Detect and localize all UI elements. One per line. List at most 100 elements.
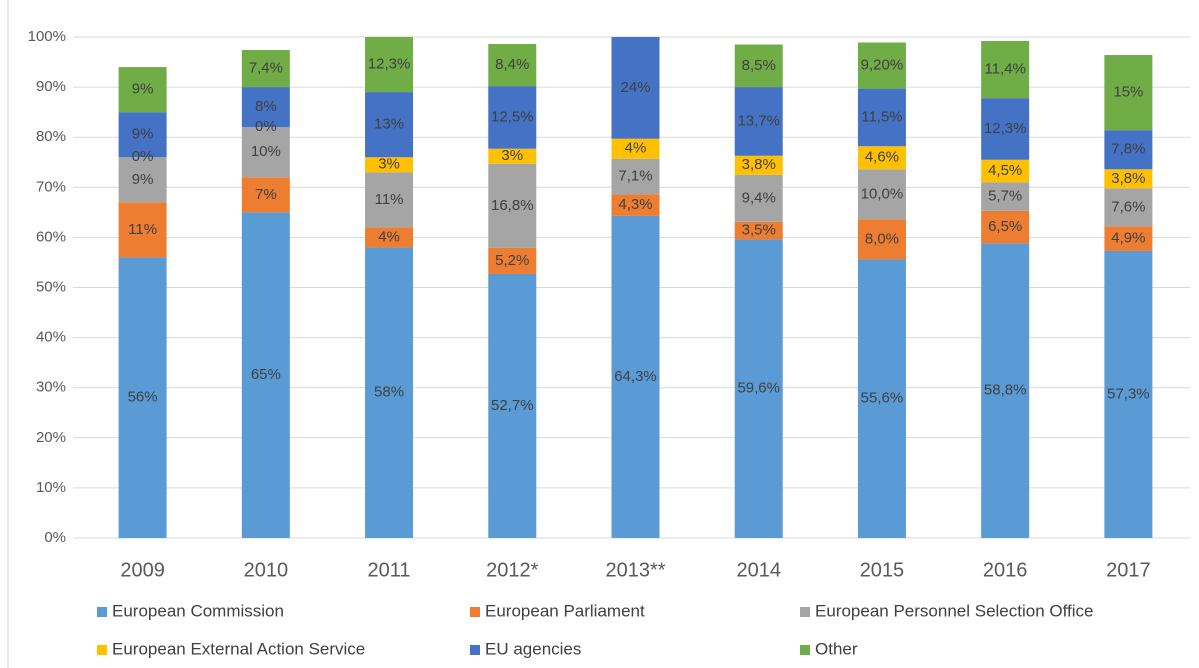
data-label: 0% [132, 148, 154, 165]
plot-area [118, 37, 1153, 539]
bar-segment [734, 87, 783, 156]
bar-segment [857, 146, 906, 170]
data-label: 3,5% [742, 222, 776, 239]
bar-segment [365, 157, 414, 173]
data-label: 0% [255, 118, 277, 135]
bar-segment [241, 177, 290, 213]
data-label: 15% [1113, 84, 1143, 101]
bar-segment [981, 41, 1030, 99]
data-label: 11% [375, 191, 404, 208]
legend-label: European Personnel Selection Office [815, 601, 1093, 620]
data-label: 9% [132, 126, 154, 143]
data-label: 8,4% [495, 56, 529, 73]
data-label: 55,6% [861, 390, 904, 407]
data-label: 6,5% [988, 218, 1022, 235]
y-tick-label: 60% [36, 228, 66, 245]
bar-segment [241, 50, 290, 88]
bar-segment [241, 212, 290, 538]
data-label: 3,8% [742, 156, 776, 173]
bar-segment [1104, 250, 1153, 538]
bar-segment [488, 44, 537, 87]
bar-segment [488, 273, 537, 538]
bar-segment [734, 174, 783, 222]
legend-swatch [97, 607, 107, 617]
legend-label: Other [815, 639, 858, 658]
legend-label: European External Action Service [112, 639, 365, 658]
bar-segment [1104, 130, 1153, 170]
data-label: 9% [132, 171, 154, 188]
bar-segment [611, 194, 660, 216]
bar-segment [365, 172, 414, 228]
data-label: 10,0% [861, 185, 904, 202]
y-tick-label: 10% [36, 479, 66, 496]
data-label: 58,8% [984, 382, 1027, 399]
data-label: 11,5% [861, 108, 902, 125]
data-label: 4,5% [988, 162, 1022, 179]
x-tick-label: 2017 [1106, 559, 1151, 581]
bar-segment [241, 87, 290, 128]
bar-segment [981, 182, 1030, 211]
data-label: 16,8% [491, 197, 534, 214]
bar-segment [611, 37, 660, 139]
bar-segment [981, 210, 1030, 244]
legend-label: European Commission [112, 601, 284, 620]
y-tick-label: 40% [36, 329, 66, 346]
bar-segment [857, 169, 906, 220]
data-label: 12,3% [984, 120, 1027, 137]
data-label: 59,6% [737, 380, 780, 397]
data-label: 57,3% [1107, 385, 1150, 402]
data-label: 9% [132, 81, 154, 98]
x-tick-label: 2015 [860, 559, 905, 581]
y-tick-label: 20% [36, 429, 66, 446]
legend-swatch [470, 645, 480, 655]
data-label: 4,3% [618, 196, 652, 213]
legend-swatch [97, 645, 107, 655]
x-tick-label: 2016 [983, 559, 1028, 581]
legend-label: EU agencies [485, 639, 581, 658]
legend-swatch [800, 607, 810, 617]
y-tick-label: 30% [36, 379, 66, 396]
bar-segment [734, 239, 783, 539]
data-label: 7,1% [618, 167, 652, 184]
y-tick-label: 80% [36, 128, 66, 145]
legend-label: European Parliament [485, 601, 645, 620]
y-tick-label: 0% [44, 529, 66, 546]
bar-segment [365, 92, 414, 158]
data-label: 64,3% [614, 368, 657, 385]
bar-segment [488, 247, 537, 274]
bar-segment [857, 259, 906, 538]
bar-segment [857, 219, 906, 260]
bar-segment [734, 155, 783, 175]
legend-swatch [800, 645, 810, 655]
bar-segment [365, 227, 414, 248]
data-label: 11,4% [984, 61, 1025, 78]
bar-segment [488, 86, 537, 149]
data-label: 9,20% [861, 57, 904, 74]
bar-segment [365, 37, 414, 93]
bar-segment [1104, 188, 1153, 227]
data-label: 8,0% [865, 230, 899, 247]
bar-segment [611, 215, 660, 538]
data-label: 7,8% [1111, 141, 1145, 158]
bar-segment [365, 247, 414, 539]
data-label: 52,7% [491, 397, 534, 414]
data-label: 3% [501, 147, 523, 164]
data-label: 13,7% [737, 112, 780, 129]
data-label: 5,2% [495, 252, 529, 269]
data-label: 7,6% [1111, 198, 1145, 215]
legend-swatch [470, 607, 480, 617]
data-label: 12,3% [368, 56, 411, 73]
bar-segment [118, 67, 167, 113]
bar-segment [118, 202, 167, 258]
bar-segment [241, 127, 290, 178]
bar-segment [1104, 55, 1153, 131]
bar-segment [611, 138, 660, 159]
data-label: 11% [128, 221, 157, 238]
x-tick-label: 2012* [486, 559, 538, 581]
x-tick-label: 2014 [736, 559, 781, 581]
x-tick-label: 2011 [368, 559, 411, 581]
bar-segment [1104, 169, 1153, 189]
data-label: 65% [251, 366, 281, 383]
y-tick-label: 100% [28, 28, 66, 45]
